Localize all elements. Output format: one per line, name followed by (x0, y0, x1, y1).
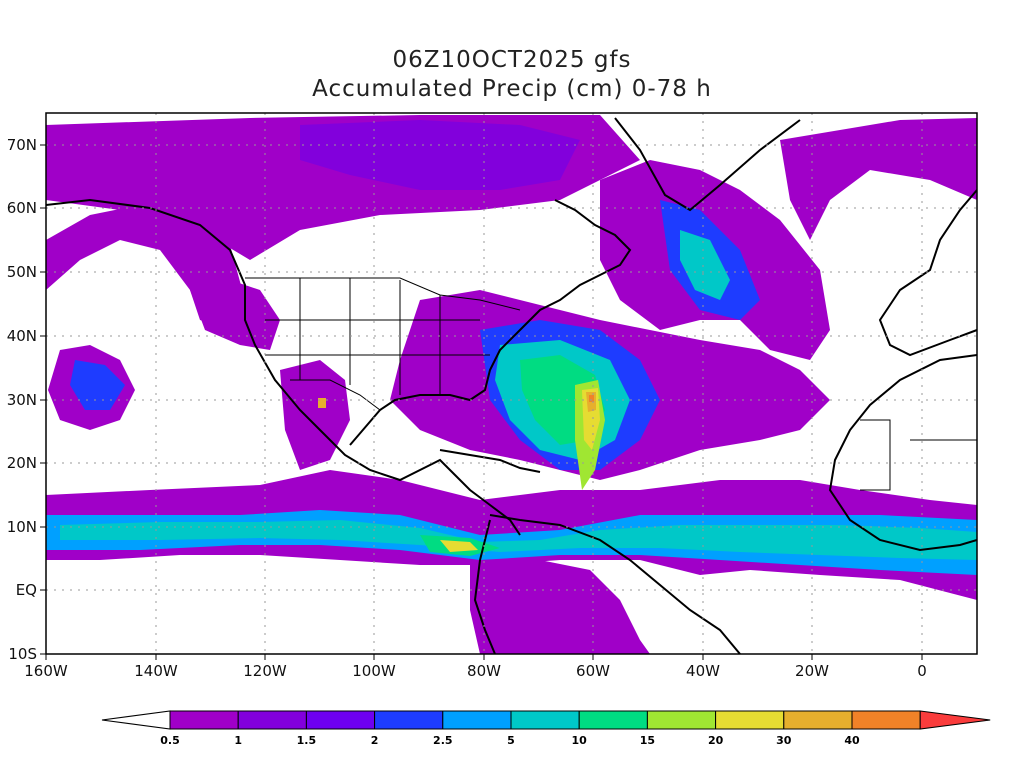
colorbar-tick-label: 30 (776, 734, 792, 747)
coastline-gulf (349, 199, 632, 446)
colorbar-segment (578, 710, 648, 730)
lon-label-60w: 60W (576, 662, 610, 680)
coastline-north-america (46, 198, 521, 536)
colorbar-segment (442, 710, 512, 730)
coastlines (46, 117, 977, 654)
colorbar-tick-label: 2 (371, 734, 379, 747)
coastline-greenland (614, 117, 801, 212)
lat-label-eq: EQ (15, 581, 37, 599)
coastline-europe (878, 189, 977, 357)
precip-area-arctic-core (300, 120, 580, 190)
colorbar-segment (783, 710, 853, 730)
colorbar-tick-label: 15 (640, 734, 655, 747)
lat-label-30n: 30N (6, 391, 37, 409)
colorbar-tick-label: 5 (507, 734, 515, 747)
colorbar-segment (851, 710, 921, 730)
precip-field (46, 115, 977, 654)
map-title: 06Z10OCT2025 gfs (392, 47, 632, 73)
lon-label-80w: 80W (467, 662, 501, 680)
us-state-grid (265, 278, 490, 395)
precip-area-south-america (470, 560, 650, 654)
colorbar-tick-label: 20 (708, 734, 724, 747)
lon-label-120w: 120W (243, 662, 287, 680)
precip-area-itcz-yellow (440, 540, 478, 552)
colorbar-min-arrow (101, 710, 171, 730)
graticule (46, 113, 977, 654)
colorbar-segment (715, 710, 785, 730)
colorbar-segment (510, 710, 580, 730)
lat-label-50n: 50N (6, 263, 37, 281)
lat-label-10s: 10S (8, 645, 37, 663)
colorbar-segment (305, 710, 376, 730)
map-frame (45, 112, 978, 655)
colorbar-segment (237, 710, 307, 730)
coastline-africa (828, 354, 977, 552)
precip-area-west-coast (190, 280, 280, 350)
lon-label-100w: 100W (352, 662, 396, 680)
state-borders (245, 277, 977, 491)
map-subtitle: Accumulated Precip (cm) 0-78 h (312, 76, 712, 102)
colorbar-tick-label: 40 (844, 734, 860, 747)
colorbar-segment (374, 710, 444, 730)
africa-borders (860, 419, 977, 491)
colorbar-max-arrow (919, 710, 991, 730)
colorbar-tick-label: 10 (572, 734, 588, 747)
colorbar-tick-label: 2.5 (433, 734, 453, 747)
colorbar-segment (169, 710, 239, 730)
precip-area-far-atlantic (780, 118, 977, 240)
lon-label-40w: 40W (686, 662, 720, 680)
lat-label-70n: 70N (6, 136, 37, 154)
precip-area-northatlantic-teal (680, 230, 730, 300)
coastline-caribbean (439, 449, 541, 473)
lat-label-20n: 20N (6, 454, 37, 472)
colorbar-tick-label: 1.5 (297, 734, 317, 747)
coastline-south-america-west (473, 519, 496, 654)
colorbar-tick-label: 1 (234, 734, 242, 747)
lon-label-140w: 140W (134, 662, 178, 680)
lon-label-160w: 160W (24, 662, 68, 680)
lat-label-60n: 60N (6, 199, 37, 217)
lon-label-20w: 20W (795, 662, 829, 680)
axis-ticks (40, 144, 923, 660)
colorbar-segment (646, 710, 717, 730)
colorbar-labels: 0.5 1 1.5 2 2.5 5 10 15 20 30 40 (160, 734, 860, 747)
colorbar-segments (101, 710, 991, 730)
coastline-south-america (489, 514, 741, 654)
lat-label-40n: 40N (6, 327, 37, 345)
precip-area-itcz-teal (60, 520, 977, 560)
lon-label-0: 0 (917, 662, 927, 680)
precip-area-central-pacific-core (70, 360, 125, 410)
us-mexico-border (290, 379, 381, 411)
colorbar-tick-label: 0.5 (160, 734, 180, 747)
lat-label-10n: 10N (6, 518, 37, 536)
